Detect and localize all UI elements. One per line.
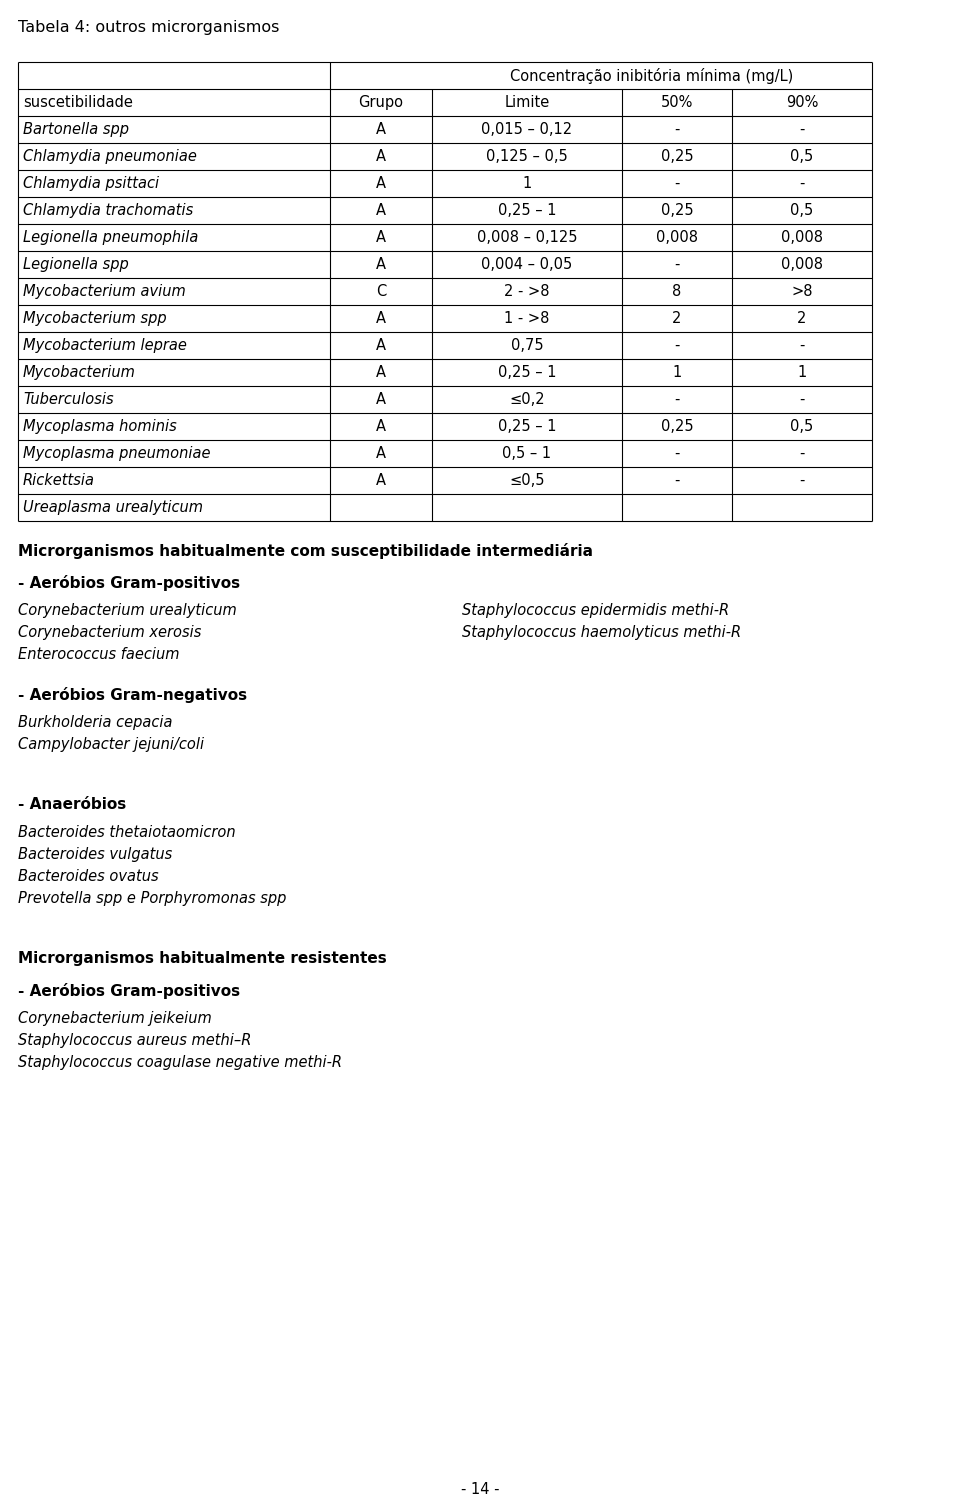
Text: A: A bbox=[376, 473, 386, 488]
Text: Bacteroides ovatus: Bacteroides ovatus bbox=[18, 869, 158, 884]
Text: - Aeróbios Gram-negativos: - Aeróbios Gram-negativos bbox=[18, 687, 247, 703]
Text: A: A bbox=[376, 122, 386, 137]
Text: 90%: 90% bbox=[786, 95, 818, 110]
Text: 0,015 – 0,12: 0,015 – 0,12 bbox=[481, 122, 572, 137]
Text: 0,25: 0,25 bbox=[660, 203, 693, 218]
Text: suscetibilidade: suscetibilidade bbox=[23, 95, 132, 110]
Text: Bartonella spp: Bartonella spp bbox=[23, 122, 129, 137]
Text: -: - bbox=[800, 392, 804, 407]
Text: 0,004 – 0,05: 0,004 – 0,05 bbox=[481, 257, 572, 272]
Text: -: - bbox=[674, 338, 680, 353]
Text: 1: 1 bbox=[672, 365, 682, 380]
Text: A: A bbox=[376, 311, 386, 326]
Text: 1: 1 bbox=[522, 176, 532, 191]
Text: -: - bbox=[674, 122, 680, 137]
Text: Mycoplasma hominis: Mycoplasma hominis bbox=[23, 419, 177, 434]
Text: 2: 2 bbox=[672, 311, 682, 326]
Text: - Anaeróbios: - Anaeróbios bbox=[18, 797, 127, 812]
Text: Prevotella spp e Porphyromonas spp: Prevotella spp e Porphyromonas spp bbox=[18, 891, 286, 906]
Text: -: - bbox=[800, 446, 804, 461]
Text: A: A bbox=[376, 392, 386, 407]
Text: 0,25: 0,25 bbox=[660, 149, 693, 164]
Text: 2: 2 bbox=[798, 311, 806, 326]
Text: Corynebacterium jeikeium: Corynebacterium jeikeium bbox=[18, 1012, 212, 1027]
Text: 0,25 – 1: 0,25 – 1 bbox=[497, 365, 556, 380]
Text: 0,008: 0,008 bbox=[781, 257, 823, 272]
Text: 0,25 – 1: 0,25 – 1 bbox=[497, 203, 556, 218]
Text: 0,008: 0,008 bbox=[656, 230, 698, 245]
Text: Burkholderia cepacia: Burkholderia cepacia bbox=[18, 715, 173, 730]
Text: Ureaplasma urealyticum: Ureaplasma urealyticum bbox=[23, 500, 203, 516]
Text: Legionella pneumophila: Legionella pneumophila bbox=[23, 230, 199, 245]
Text: Enterococcus faecium: Enterococcus faecium bbox=[18, 646, 180, 661]
Text: Bacteroides thetaiotaomicron: Bacteroides thetaiotaomicron bbox=[18, 825, 235, 840]
Text: Grupo: Grupo bbox=[358, 95, 403, 110]
Text: - Aeróbios Gram-positivos: - Aeróbios Gram-positivos bbox=[18, 983, 240, 999]
Text: A: A bbox=[376, 419, 386, 434]
Text: C: C bbox=[376, 284, 386, 299]
Text: >8: >8 bbox=[791, 284, 813, 299]
Text: Concentração inibitória mínima (mg/L): Concentração inibitória mínima (mg/L) bbox=[511, 68, 794, 84]
Text: -: - bbox=[674, 446, 680, 461]
Text: Tabela 4: outros microrganismos: Tabela 4: outros microrganismos bbox=[18, 20, 279, 35]
Text: Legionella spp: Legionella spp bbox=[23, 257, 129, 272]
Text: -: - bbox=[674, 176, 680, 191]
Text: -: - bbox=[800, 122, 804, 137]
Text: Mycoplasma pneumoniae: Mycoplasma pneumoniae bbox=[23, 446, 210, 461]
Text: Bacteroides vulgatus: Bacteroides vulgatus bbox=[18, 848, 172, 863]
Text: 0,5 – 1: 0,5 – 1 bbox=[502, 446, 552, 461]
Text: Microrganismos habitualmente resistentes: Microrganismos habitualmente resistentes bbox=[18, 951, 387, 966]
Text: A: A bbox=[376, 149, 386, 164]
Text: A: A bbox=[376, 257, 386, 272]
Text: 2 - >8: 2 - >8 bbox=[504, 284, 550, 299]
Text: 0,5: 0,5 bbox=[790, 149, 814, 164]
Text: A: A bbox=[376, 230, 386, 245]
Text: Tuberculosis: Tuberculosis bbox=[23, 392, 113, 407]
Text: Limite: Limite bbox=[504, 95, 550, 110]
Text: ≤0,5: ≤0,5 bbox=[509, 473, 544, 488]
Text: - 14 -: - 14 - bbox=[461, 1482, 499, 1497]
Text: Rickettsia: Rickettsia bbox=[23, 473, 95, 488]
Text: -: - bbox=[674, 473, 680, 488]
Text: A: A bbox=[376, 446, 386, 461]
Text: 0,008 – 0,125: 0,008 – 0,125 bbox=[477, 230, 577, 245]
Text: 0,5: 0,5 bbox=[790, 419, 814, 434]
Text: 50%: 50% bbox=[660, 95, 693, 110]
Text: Corynebacterium xerosis: Corynebacterium xerosis bbox=[18, 625, 202, 640]
Text: -: - bbox=[674, 392, 680, 407]
Text: Chlamydia pneumoniae: Chlamydia pneumoniae bbox=[23, 149, 197, 164]
Text: -: - bbox=[674, 257, 680, 272]
Text: Microrganismos habitualmente com susceptibilidade intermediária: Microrganismos habitualmente com suscept… bbox=[18, 543, 593, 559]
Text: ≤0,2: ≤0,2 bbox=[509, 392, 545, 407]
Text: A: A bbox=[376, 176, 386, 191]
Text: Staphylococcus epidermidis methi-R: Staphylococcus epidermidis methi-R bbox=[462, 603, 730, 618]
Text: Mycobacterium spp: Mycobacterium spp bbox=[23, 311, 167, 326]
Text: 1: 1 bbox=[798, 365, 806, 380]
Text: Chlamydia trachomatis: Chlamydia trachomatis bbox=[23, 203, 193, 218]
Text: Staphylococcus haemolyticus methi-R: Staphylococcus haemolyticus methi-R bbox=[462, 625, 741, 640]
Text: Mycobacterium avium: Mycobacterium avium bbox=[23, 284, 185, 299]
Text: Staphylococcus coagulase negative methi-R: Staphylococcus coagulase negative methi-… bbox=[18, 1055, 342, 1070]
Text: 0,125 – 0,5: 0,125 – 0,5 bbox=[486, 149, 568, 164]
Text: 0,25: 0,25 bbox=[660, 419, 693, 434]
Text: Campylobacter jejuni/coli: Campylobacter jejuni/coli bbox=[18, 736, 204, 752]
Text: 0,008: 0,008 bbox=[781, 230, 823, 245]
Text: Mycobacterium: Mycobacterium bbox=[23, 365, 136, 380]
Text: A: A bbox=[376, 203, 386, 218]
Text: Staphylococcus aureus methi–R: Staphylococcus aureus methi–R bbox=[18, 1033, 252, 1048]
Text: 0,5: 0,5 bbox=[790, 203, 814, 218]
Text: A: A bbox=[376, 365, 386, 380]
Text: A: A bbox=[376, 338, 386, 353]
Text: -: - bbox=[800, 473, 804, 488]
Text: - Aeróbios Gram-positivos: - Aeróbios Gram-positivos bbox=[18, 576, 240, 591]
Text: 8: 8 bbox=[672, 284, 682, 299]
Text: 1 - >8: 1 - >8 bbox=[504, 311, 550, 326]
Text: -: - bbox=[800, 176, 804, 191]
Text: -: - bbox=[800, 338, 804, 353]
Text: 0,25 – 1: 0,25 – 1 bbox=[497, 419, 556, 434]
Text: Mycobacterium leprae: Mycobacterium leprae bbox=[23, 338, 187, 353]
Text: Chlamydia psittaci: Chlamydia psittaci bbox=[23, 176, 159, 191]
Text: Corynebacterium urealyticum: Corynebacterium urealyticum bbox=[18, 603, 237, 618]
Text: 0,75: 0,75 bbox=[511, 338, 543, 353]
